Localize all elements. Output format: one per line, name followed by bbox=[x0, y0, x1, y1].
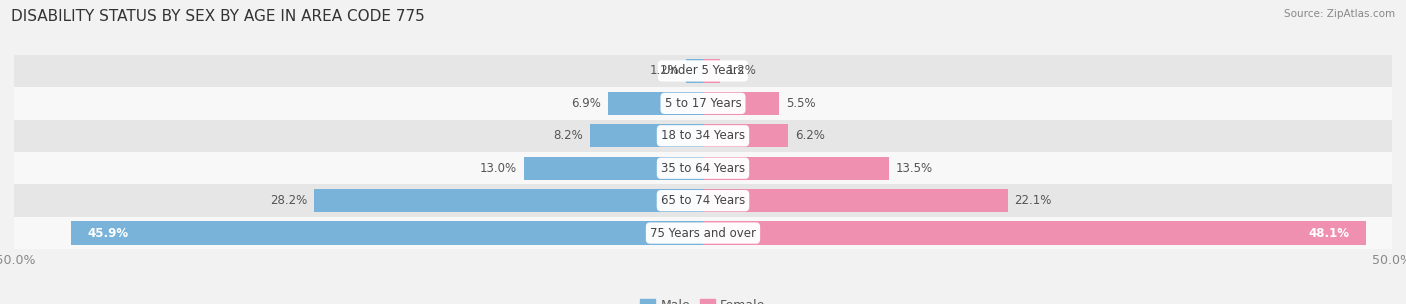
Text: 6.2%: 6.2% bbox=[796, 129, 825, 142]
Bar bbox=[703, 221, 1365, 245]
Text: 18 to 34 Years: 18 to 34 Years bbox=[661, 129, 745, 142]
Bar bbox=[703, 124, 789, 147]
Text: 75 Years and over: 75 Years and over bbox=[650, 226, 756, 240]
Bar bbox=[703, 59, 720, 83]
Text: DISABILITY STATUS BY SEX BY AGE IN AREA CODE 775: DISABILITY STATUS BY SEX BY AGE IN AREA … bbox=[11, 9, 425, 24]
Bar bbox=[686, 59, 703, 83]
Bar bbox=[607, 92, 703, 115]
Text: 8.2%: 8.2% bbox=[554, 129, 583, 142]
Text: 5.5%: 5.5% bbox=[786, 97, 815, 110]
Text: 28.2%: 28.2% bbox=[270, 194, 308, 207]
Bar bbox=[14, 55, 1392, 87]
Text: 45.9%: 45.9% bbox=[87, 226, 128, 240]
Text: 48.1%: 48.1% bbox=[1308, 226, 1350, 240]
Bar bbox=[703, 189, 1008, 212]
Bar bbox=[703, 157, 889, 180]
Bar bbox=[591, 124, 703, 147]
Text: 13.5%: 13.5% bbox=[896, 162, 934, 175]
Text: 65 to 74 Years: 65 to 74 Years bbox=[661, 194, 745, 207]
Text: Under 5 Years: Under 5 Years bbox=[662, 64, 744, 78]
Bar bbox=[14, 119, 1392, 152]
Bar bbox=[14, 185, 1392, 217]
Bar bbox=[703, 92, 779, 115]
Text: 35 to 64 Years: 35 to 64 Years bbox=[661, 162, 745, 175]
Text: 13.0%: 13.0% bbox=[479, 162, 517, 175]
Text: 1.2%: 1.2% bbox=[727, 64, 756, 78]
Text: 22.1%: 22.1% bbox=[1014, 194, 1052, 207]
Bar bbox=[14, 217, 1392, 249]
Bar bbox=[14, 152, 1392, 185]
Text: 6.9%: 6.9% bbox=[571, 97, 600, 110]
Bar bbox=[315, 189, 703, 212]
Text: 1.2%: 1.2% bbox=[650, 64, 679, 78]
Bar bbox=[524, 157, 703, 180]
Bar bbox=[14, 87, 1392, 119]
Legend: Male, Female: Male, Female bbox=[636, 294, 770, 304]
Text: 5 to 17 Years: 5 to 17 Years bbox=[665, 97, 741, 110]
Text: Source: ZipAtlas.com: Source: ZipAtlas.com bbox=[1284, 9, 1395, 19]
Bar bbox=[70, 221, 703, 245]
